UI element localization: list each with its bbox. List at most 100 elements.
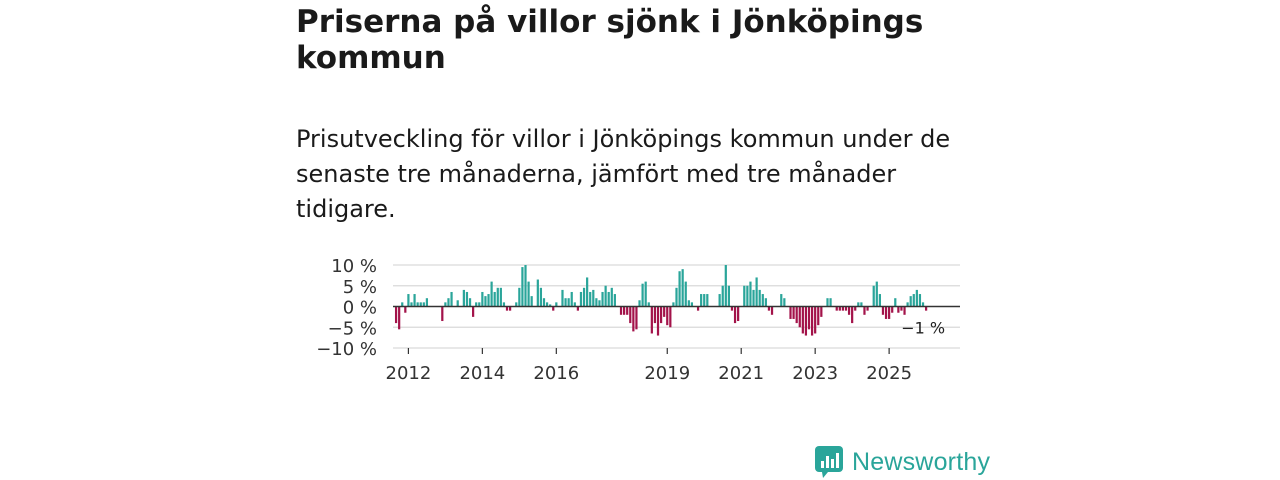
bar	[891, 306, 894, 313]
bar	[653, 306, 657, 324]
bar	[582, 287, 586, 307]
bar	[807, 306, 811, 330]
bar	[718, 294, 721, 307]
bar	[820, 306, 823, 317]
bar	[641, 283, 644, 307]
bar	[918, 294, 922, 307]
bar	[619, 306, 623, 315]
y-axis-labels: 10 %5 %0 %−5 %−10 %	[316, 256, 377, 360]
bar	[607, 291, 610, 307]
bar	[610, 287, 613, 307]
bar	[878, 294, 881, 307]
bar	[487, 294, 490, 307]
bar	[724, 265, 727, 307]
bar	[866, 306, 869, 311]
bar	[555, 302, 558, 307]
x-tick-label: 2021	[718, 363, 764, 384]
brand-logo: Newsworthy	[814, 445, 990, 479]
bar	[681, 269, 684, 307]
bar	[515, 302, 518, 307]
bar	[746, 285, 749, 307]
bar	[743, 285, 746, 307]
bar	[921, 302, 925, 307]
x-tick-label: 2019	[644, 363, 690, 384]
bar	[545, 302, 549, 307]
bar	[851, 306, 854, 324]
bar	[795, 306, 798, 324]
bar	[894, 298, 897, 307]
x-axis: 2012 2014 2016 2019 2021 2023 2025	[386, 348, 912, 384]
bar	[576, 306, 580, 311]
bar	[419, 302, 422, 307]
bar	[764, 298, 767, 307]
bar	[416, 302, 419, 307]
bar	[814, 306, 817, 334]
x-tick-label: 2025	[866, 363, 912, 384]
newsworthy-logo-icon	[815, 446, 843, 478]
bar	[758, 289, 761, 307]
bar	[542, 298, 546, 307]
bar	[897, 306, 900, 313]
bar	[592, 289, 595, 307]
y-tick-label: −10 %	[316, 339, 377, 360]
x-tick-label: 2016	[533, 363, 579, 384]
bar	[561, 289, 564, 307]
bar	[826, 298, 829, 307]
bar	[465, 291, 469, 307]
bar	[650, 306, 653, 334]
bar	[875, 281, 878, 307]
grid-lines	[393, 264, 960, 349]
bar	[666, 306, 669, 326]
bar	[626, 306, 629, 315]
bar	[752, 289, 755, 307]
bar	[521, 267, 524, 307]
bar	[394, 306, 398, 324]
bar	[536, 279, 539, 307]
y-tick-label: 10 %	[331, 256, 377, 277]
bar	[589, 291, 592, 307]
bar	[721, 285, 724, 307]
bar	[696, 306, 700, 311]
bar	[468, 298, 472, 307]
bar	[493, 291, 496, 307]
bar	[737, 306, 740, 322]
bar	[888, 306, 891, 319]
bar	[838, 306, 841, 311]
bar	[481, 291, 484, 307]
bar	[872, 285, 875, 307]
bar	[570, 291, 573, 307]
bar	[604, 285, 607, 307]
bar	[552, 306, 555, 311]
brand-name: Newsworthy	[852, 447, 991, 476]
bar	[613, 294, 616, 307]
bar	[444, 302, 447, 307]
bar	[425, 298, 429, 307]
bar	[490, 281, 493, 307]
bar	[623, 306, 626, 315]
bar	[656, 306, 660, 336]
bar	[789, 306, 792, 319]
bar	[573, 302, 576, 307]
bar	[629, 306, 632, 324]
last-value-annotation: −1 %	[901, 318, 945, 337]
bar	[703, 294, 706, 307]
bar	[484, 296, 487, 307]
bar	[844, 306, 848, 311]
bar	[632, 306, 635, 332]
bar	[863, 306, 866, 315]
x-tick-label: 2014	[459, 363, 505, 384]
bar	[595, 298, 598, 307]
bar	[398, 306, 401, 330]
bar	[586, 277, 589, 307]
bar	[783, 298, 786, 307]
bar	[659, 306, 663, 324]
bar	[410, 302, 413, 307]
bar	[635, 306, 638, 330]
bar	[647, 302, 650, 307]
bar	[644, 281, 647, 307]
bar	[499, 287, 502, 307]
bar	[478, 302, 481, 307]
bar	[798, 306, 801, 328]
bar	[841, 306, 845, 311]
bar	[505, 306, 509, 311]
